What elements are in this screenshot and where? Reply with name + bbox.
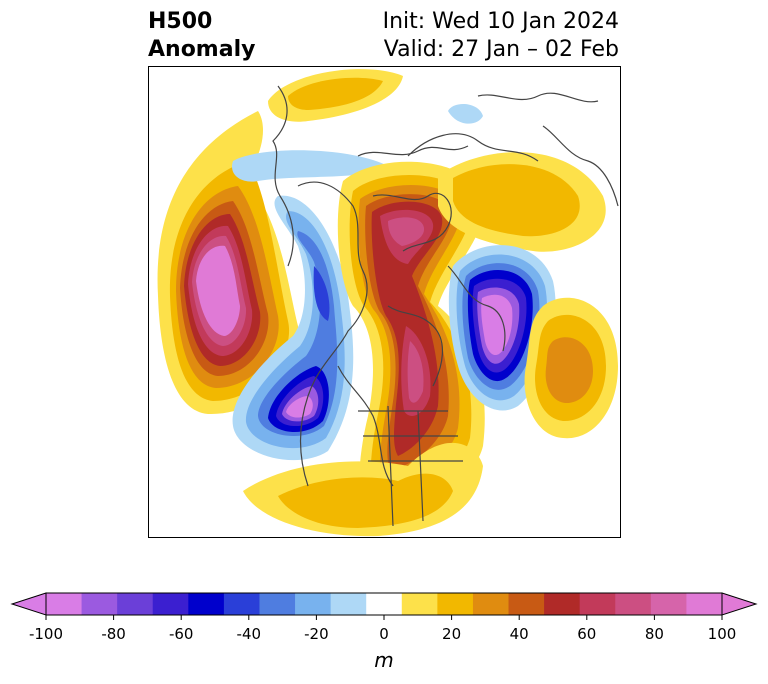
- title-left: H500 Anomaly: [148, 8, 255, 64]
- colorbar-cells: [10, 592, 758, 616]
- colorbar-tick-label: 0: [379, 625, 389, 643]
- colorbar-cell: [401, 593, 438, 615]
- colorbar-tick-label: 100: [708, 625, 737, 643]
- colorbar-tick-label: -80: [101, 625, 126, 643]
- colorbar-cell: [472, 593, 510, 615]
- colorbar-cell: [615, 593, 652, 615]
- valid-period: Valid: 27 Jan – 02 Feb: [383, 37, 619, 62]
- colorbar-cell: [330, 593, 367, 615]
- anomaly-map: [148, 66, 621, 538]
- colorbar-cell: [437, 593, 474, 615]
- colorbar-tick-label: 60: [577, 625, 596, 643]
- anomaly-central-canada-positive: [337, 161, 485, 516]
- anomaly-arctic-negative: [232, 104, 483, 182]
- colorbar-cell: [366, 593, 403, 615]
- colorbar-tick-label: 80: [645, 625, 664, 643]
- title-right: Init: Wed 10 Jan 2024 Valid: 27 Jan – 02…: [383, 8, 619, 64]
- colorbar-tick-label: -20: [304, 625, 329, 643]
- colorbar-cell: [295, 593, 332, 615]
- colorbar-cell: [188, 593, 225, 615]
- colorbar-cell: [650, 593, 687, 615]
- anomaly-siberia-arctic: [268, 69, 403, 122]
- colorbar-unit-label: m: [374, 648, 393, 672]
- colorbar: -100 -80 -60 -40 -20 0 20 40 60 80 100 m: [10, 592, 758, 672]
- colorbar-extend-low: [10, 592, 47, 616]
- colorbar-cell: [46, 593, 83, 615]
- title-variable: H500: [148, 9, 213, 34]
- colorbar-cell: [81, 593, 118, 615]
- anomaly-siberia-positive: [438, 152, 606, 252]
- anomaly-europe-negative: [448, 245, 556, 411]
- colorbar-cell: [686, 593, 723, 615]
- init-date: Init: Wed 10 Jan 2024: [382, 9, 619, 34]
- anomaly-ne-pacific-positive: [157, 111, 300, 415]
- colorbar-tick-label: -60: [169, 625, 194, 643]
- colorbar-cell: [223, 593, 260, 615]
- anomaly-atlantic-positive: [524, 297, 618, 439]
- title-type: Anomaly: [148, 37, 256, 62]
- colorbar-tick-label: 20: [442, 625, 461, 643]
- colorbar-tick-label: -40: [237, 625, 262, 643]
- colorbar-cell: [544, 593, 581, 615]
- colorbar-tick-label: -100: [29, 625, 63, 643]
- coastlines: [272, 85, 619, 527]
- colorbar-cell: [508, 593, 545, 615]
- colorbar-tick-label: 40: [510, 625, 529, 643]
- colorbar-ticks: -100 -80 -60 -40 -20 0 20 40 60 80 100: [29, 615, 736, 643]
- colorbar-cell: [117, 593, 154, 615]
- colorbar-cell: [579, 593, 616, 615]
- colorbar-extend-high: [721, 592, 758, 616]
- colorbar-cell: [152, 593, 189, 615]
- colorbar-cell: [259, 593, 296, 615]
